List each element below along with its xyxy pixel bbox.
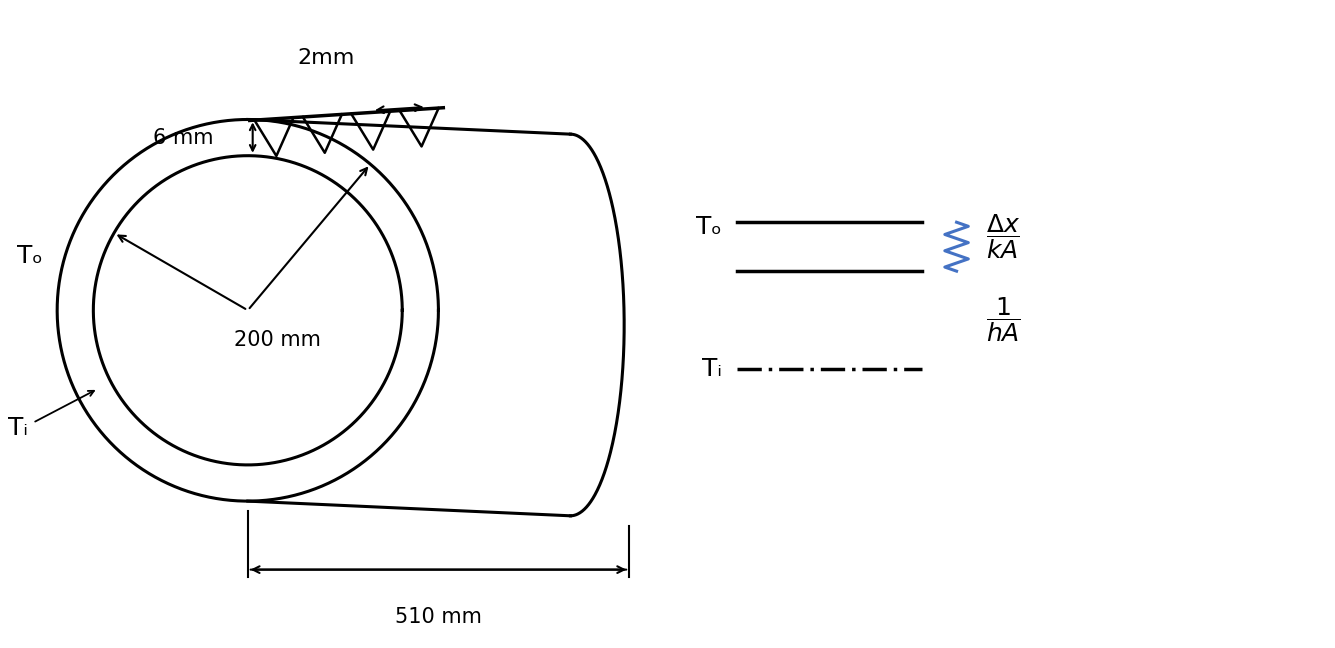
Text: Tᵢ: Tᵢ <box>8 416 28 440</box>
Text: Tₒ: Tₒ <box>17 244 43 268</box>
Text: Tₒ: Tₒ <box>696 215 722 239</box>
Text: 6 mm: 6 mm <box>154 128 214 148</box>
Text: 2mm: 2mm <box>298 48 355 68</box>
Text: 200 mm: 200 mm <box>234 330 320 350</box>
Text: $\dfrac{1}{hA}$: $\dfrac{1}{hA}$ <box>985 295 1021 345</box>
Text: 510 mm: 510 mm <box>395 607 482 627</box>
Text: $\dfrac{\Delta x}{kA}$: $\dfrac{\Delta x}{kA}$ <box>985 213 1020 261</box>
Text: Tᵢ: Tᵢ <box>702 357 722 381</box>
